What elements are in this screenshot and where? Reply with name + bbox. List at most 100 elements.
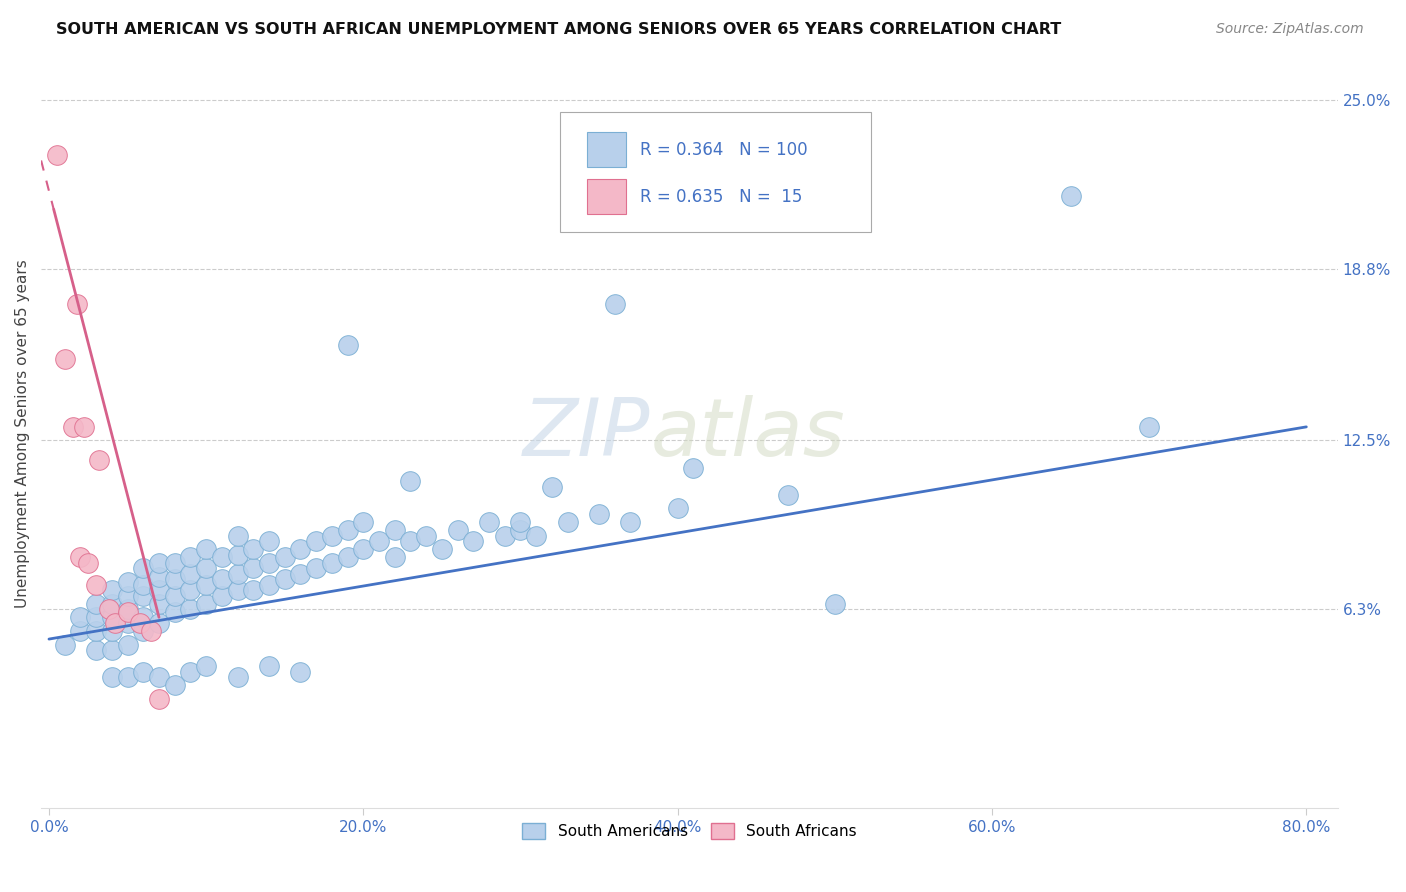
Point — [399, 534, 422, 549]
Point — [148, 583, 170, 598]
Point — [132, 589, 155, 603]
Point — [139, 624, 162, 638]
Point — [226, 529, 249, 543]
Point — [179, 566, 201, 581]
Point — [557, 515, 579, 529]
Point — [541, 480, 564, 494]
Point — [148, 569, 170, 583]
Point — [45, 148, 67, 162]
Point — [588, 507, 610, 521]
Point — [77, 556, 100, 570]
Point — [524, 529, 547, 543]
Point — [117, 605, 139, 619]
Point — [53, 638, 76, 652]
Point — [257, 577, 280, 591]
Point — [226, 583, 249, 598]
Point — [89, 452, 111, 467]
FancyBboxPatch shape — [560, 112, 870, 232]
Point — [305, 561, 328, 575]
Point — [415, 529, 437, 543]
Y-axis label: Unemployment Among Seniors over 65 years: Unemployment Among Seniors over 65 years — [15, 260, 30, 608]
Point — [274, 550, 297, 565]
Point — [352, 515, 374, 529]
Point — [132, 561, 155, 575]
Point — [179, 550, 201, 565]
Point — [290, 665, 312, 679]
Point — [101, 583, 124, 598]
Point — [195, 542, 218, 557]
Point — [257, 534, 280, 549]
Point — [195, 597, 218, 611]
Point — [117, 615, 139, 630]
Point — [242, 542, 264, 557]
Point — [824, 597, 846, 611]
Point — [682, 460, 704, 475]
Point — [179, 665, 201, 679]
Point — [69, 550, 91, 565]
Point — [69, 610, 91, 624]
Point — [84, 610, 107, 624]
Point — [84, 624, 107, 638]
Point — [211, 572, 233, 586]
Point — [336, 550, 359, 565]
Point — [101, 643, 124, 657]
Text: ZIP: ZIP — [523, 394, 651, 473]
Text: SOUTH AMERICAN VS SOUTH AFRICAN UNEMPLOYMENT AMONG SENIORS OVER 65 YEARS CORRELA: SOUTH AMERICAN VS SOUTH AFRICAN UNEMPLOY… — [56, 22, 1062, 37]
Point — [148, 615, 170, 630]
Point — [132, 665, 155, 679]
Point — [132, 610, 155, 624]
Point — [384, 550, 406, 565]
Point — [226, 548, 249, 562]
Point — [101, 624, 124, 638]
Point — [148, 556, 170, 570]
Point — [62, 420, 84, 434]
Point — [132, 577, 155, 591]
Point — [494, 529, 516, 543]
Point — [179, 583, 201, 598]
Point — [163, 589, 186, 603]
Point — [148, 692, 170, 706]
Point — [321, 529, 343, 543]
Point — [226, 670, 249, 684]
Point — [117, 670, 139, 684]
Point — [321, 556, 343, 570]
Text: Source: ZipAtlas.com: Source: ZipAtlas.com — [1216, 22, 1364, 37]
Point — [463, 534, 485, 549]
Point — [290, 566, 312, 581]
Point — [257, 556, 280, 570]
Point — [603, 297, 626, 311]
Point — [336, 338, 359, 352]
Point — [117, 589, 139, 603]
Point — [101, 610, 124, 624]
Point — [179, 602, 201, 616]
Point — [117, 602, 139, 616]
Point — [97, 602, 120, 616]
Point — [384, 523, 406, 537]
Point — [195, 561, 218, 575]
Point — [290, 542, 312, 557]
Point — [104, 615, 127, 630]
Point — [163, 556, 186, 570]
Point — [163, 572, 186, 586]
Point — [66, 297, 89, 311]
Point — [148, 670, 170, 684]
Point — [163, 605, 186, 619]
Point — [430, 542, 453, 557]
Point — [117, 574, 139, 589]
Point — [69, 624, 91, 638]
Point — [195, 659, 218, 673]
Point — [195, 577, 218, 591]
Point — [509, 523, 531, 537]
Point — [117, 638, 139, 652]
Point — [776, 488, 799, 502]
Legend: South Americans, South Africans: South Americans, South Africans — [516, 817, 862, 845]
Point — [509, 515, 531, 529]
Point — [84, 597, 107, 611]
Point — [211, 550, 233, 565]
Point — [274, 572, 297, 586]
Point — [1059, 188, 1081, 202]
Point — [399, 475, 422, 489]
Text: R = 0.364   N = 100: R = 0.364 N = 100 — [640, 141, 808, 159]
Point — [242, 561, 264, 575]
Point — [163, 678, 186, 692]
